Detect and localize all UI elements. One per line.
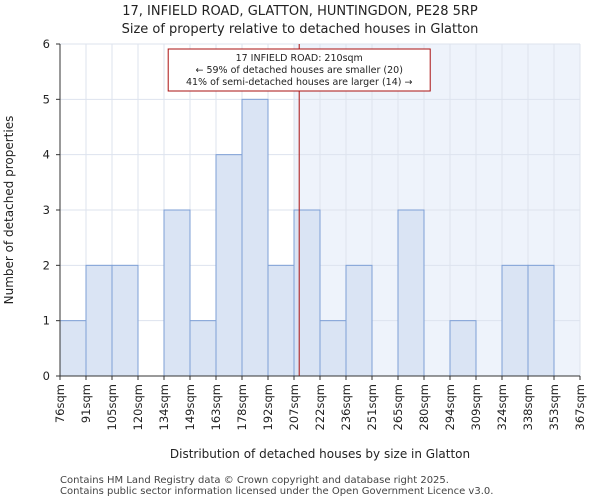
x-tick-label: 91sqm: [79, 384, 93, 423]
bars-group: [59, 98, 555, 377]
histogram-bar: [241, 98, 269, 377]
x-tick-label: 236sqm: [339, 384, 353, 430]
x-axis-label: Distribution of detached houses by size …: [170, 447, 470, 461]
histogram-bar: [501, 264, 529, 377]
y-axis-ticks: 0 1 2 3 4 5 6: [43, 37, 61, 383]
y-tick-label: 0: [43, 369, 50, 383]
footer-line-1: Contains HM Land Registry data © Crown c…: [60, 475, 449, 486]
y-tick-label: 6: [43, 37, 50, 51]
x-tick-label: 76sqm: [53, 384, 67, 423]
histogram-bar: [345, 264, 373, 377]
annotation-line: ← 59% of detached houses are smaller (20…: [195, 65, 402, 76]
x-tick-label: 251sqm: [365, 384, 379, 430]
x-tick-label: 324sqm: [495, 384, 509, 430]
x-tick-label: 280sqm: [417, 384, 431, 430]
histogram-bar: [59, 320, 87, 377]
y-tick-label: 3: [43, 203, 50, 217]
x-tick-label: 294sqm: [443, 384, 457, 430]
y-axis-label: Number of detached properties: [2, 116, 16, 305]
histogram-bar: [267, 264, 295, 377]
x-tick-label: 192sqm: [261, 384, 275, 430]
x-tick-label: 120sqm: [131, 384, 145, 430]
x-tick-label: 353sqm: [547, 384, 561, 430]
x-tick-label: 134sqm: [157, 384, 171, 430]
x-axis-ticks: 76sqm 91sqm 105sqm 120sqm 134sqm 149sqm 163sqm…: [53, 375, 587, 430]
histogram-bar: [85, 264, 113, 377]
x-tick-label: 178sqm: [235, 384, 249, 430]
annotation-line: 17 INFIELD ROAD: 210sqm: [236, 53, 363, 64]
histogram-bar: [189, 320, 217, 377]
x-tick-label: 105sqm: [105, 384, 119, 430]
histogram-bar: [319, 320, 347, 377]
chart-subtitle: Size of property relative to detached ho…: [122, 22, 479, 37]
x-tick-label: 222sqm: [313, 384, 327, 430]
y-tick-label: 4: [43, 148, 50, 162]
y-tick-label: 1: [43, 314, 50, 328]
histogram-bar: [215, 154, 243, 377]
footer-line-2: Contains public sector information licen…: [60, 486, 493, 497]
chart-title: 17, INFIELD ROAD, GLATTON, HUNTINGDON, P…: [122, 4, 478, 19]
histogram-bar: [527, 264, 555, 377]
y-tick-label: 5: [43, 92, 50, 106]
annotation-box: [167, 48, 431, 92]
x-tick-label: 207sqm: [287, 384, 301, 430]
x-tick-label: 149sqm: [183, 384, 197, 430]
subject-marker-group: 17 INFIELD ROAD: 210sqm← 59% of detached…: [167, 44, 431, 376]
histogram-bar: [449, 320, 477, 377]
x-tick-label: 338sqm: [521, 384, 535, 430]
y-tick-label: 2: [43, 258, 50, 272]
annotation-line: 41% of semi-detached houses are larger (…: [186, 77, 413, 88]
x-tick-label: 309sqm: [469, 384, 483, 430]
histogram-bar: [163, 209, 191, 377]
x-tick-label: 163sqm: [209, 384, 223, 430]
x-tick-label: 265sqm: [391, 384, 405, 430]
histogram-bar: [111, 264, 139, 377]
x-tick-label: 367sqm: [573, 384, 587, 430]
histogram-bar: [293, 209, 321, 377]
histogram-bar: [397, 209, 425, 377]
